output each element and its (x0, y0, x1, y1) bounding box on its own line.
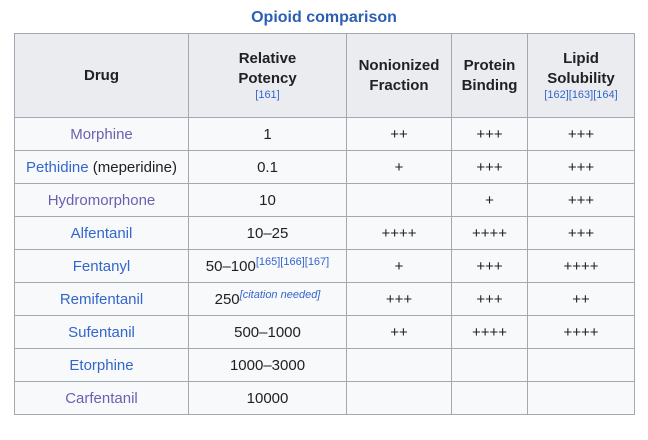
lipid-cell: +++ (527, 183, 635, 217)
column-header-label: Lipid (563, 50, 599, 67)
protein-cell: ++++ (451, 216, 528, 250)
table-row: Morphine 1 ++ +++ +++ (14, 117, 635, 151)
column-header-nonionized-fraction: Nonionized Fraction (346, 33, 452, 118)
nonionized-cell (346, 348, 452, 382)
potency-value: 0.1 (257, 158, 278, 176)
nonionized-cell: +++ (346, 282, 452, 316)
protein-cell: +++ (451, 150, 528, 184)
potency-value: 10000 (246, 389, 289, 407)
drug-link[interactable]: Fentanyl (72, 257, 131, 275)
potency-value: 500–1000 (234, 323, 301, 341)
nonionized-cell: ++ (346, 315, 452, 349)
nonionized-cell: ++++ (346, 216, 452, 250)
citation-needed-link[interactable]: [citation needed] (239, 288, 321, 301)
reference-link[interactable]: [162][163][164] (544, 89, 618, 101)
drug-suffix: (meperidine) (88, 158, 177, 176)
reference-link[interactable]: [161] (255, 89, 280, 101)
page: Opioid comparison Drug Relative Potency … (14, 9, 635, 415)
drug-link[interactable]: Hydromorphone (47, 191, 156, 209)
drug-cell: Hydromorphone (14, 183, 189, 217)
drug-link[interactable]: Remifentanil (59, 290, 144, 308)
protein-cell: +++ (451, 282, 528, 316)
column-header-label: Protein (463, 56, 516, 74)
drug-cell: Fentanyl (14, 249, 189, 283)
lipid-cell (527, 348, 635, 382)
header-row: Drug Relative Potency [161] Nonionized F… (14, 33, 635, 118)
drug-link[interactable]: Morphine (70, 125, 133, 143)
table-row: Carfentanil 10000 (14, 381, 635, 415)
reference-link[interactable]: [165][166][167] (255, 255, 330, 268)
column-header-relative-potency: Relative Potency [161] (188, 33, 347, 118)
column-header-drug: Drug (14, 33, 189, 118)
protein-cell: ++++ (451, 315, 528, 349)
protein-cell (451, 348, 528, 382)
potency-cell: 10–25 (188, 216, 347, 250)
lipid-cell (527, 381, 635, 415)
potency-cell: 500–1000 (188, 315, 347, 349)
potency-cell: 1 (188, 117, 347, 151)
potency-cell: 50–100[165][166][167] (188, 249, 347, 283)
potency-value: 10 (259, 191, 276, 209)
nonionized-cell: + (346, 249, 452, 283)
potency-cell: 250[citation needed] (188, 282, 347, 316)
lipid-cell: +++ (527, 150, 635, 184)
lipid-cell: +++ (527, 117, 635, 151)
table-row: Fentanyl 50–100[165][166][167] + +++ +++… (14, 249, 635, 283)
potency-cell: 1000–3000 (188, 348, 347, 382)
table-title: Opioid comparison (251, 9, 397, 26)
lipid-cell: ++ (527, 282, 635, 316)
lipid-cell: ++++ (527, 249, 635, 283)
table-row: Sufentanil 500–1000 ++ ++++ ++++ (14, 315, 635, 349)
potency-value: 1 (263, 125, 272, 143)
potency-cell: 0.1 (188, 150, 347, 184)
lipid-cell: ++++ (527, 315, 635, 349)
potency-value: 250 (214, 290, 240, 308)
potency-cell: 10000 (188, 381, 347, 415)
nonionized-cell (346, 381, 452, 415)
potency-value: 1000–3000 (229, 356, 306, 374)
nonionized-cell: ++ (346, 117, 452, 151)
nonionized-cell (346, 183, 452, 217)
drug-link[interactable]: Carfentanil (65, 389, 138, 407)
table-row: Pethidine (meperidine) 0.1 + +++ +++ (14, 150, 635, 184)
protein-cell: + (451, 183, 528, 217)
drug-cell: Morphine (14, 117, 189, 151)
column-header-label: Nonionized (358, 56, 440, 74)
drug-cell: Sufentanil (14, 315, 189, 349)
drug-cell: Carfentanil (14, 381, 189, 415)
drug-link[interactable]: Etorphine (69, 356, 134, 374)
drug-link[interactable]: Alfentanil (70, 224, 133, 242)
column-header-label: Relative (238, 50, 297, 67)
table-row: Etorphine 1000–3000 (14, 348, 635, 382)
potency-cell: 10 (188, 183, 347, 217)
drug-link[interactable]: Sufentanil (68, 323, 135, 341)
table-row: Alfentanil 10–25 ++++ ++++ +++ (14, 216, 635, 250)
protein-cell: +++ (451, 117, 528, 151)
nonionized-cell: + (346, 150, 452, 184)
table-row: Hydromorphone 10 + +++ (14, 183, 635, 217)
protein-cell (451, 381, 528, 415)
protein-cell: +++ (451, 249, 528, 283)
drug-cell: Etorphine (14, 348, 189, 382)
potency-value: 10–25 (246, 224, 289, 242)
drug-cell: Alfentanil (14, 216, 189, 250)
table-row: Remifentanil 250[citation needed] +++ ++… (14, 282, 635, 316)
column-header-label: Drug (84, 66, 119, 84)
drug-cell: Remifentanil (14, 282, 189, 316)
potency-value: 50–100 (205, 257, 256, 275)
drug-link[interactable]: Pethidine (26, 158, 89, 176)
drug-cell: Pethidine (meperidine) (14, 150, 189, 184)
column-header-lipid-solubility: Lipid Solubility [162][163][164] (527, 33, 635, 118)
opioid-comparison-table: Drug Relative Potency [161] Nonionized F… (14, 33, 635, 415)
column-header-protein-binding: Protein Binding (451, 33, 528, 118)
lipid-cell: +++ (527, 216, 635, 250)
